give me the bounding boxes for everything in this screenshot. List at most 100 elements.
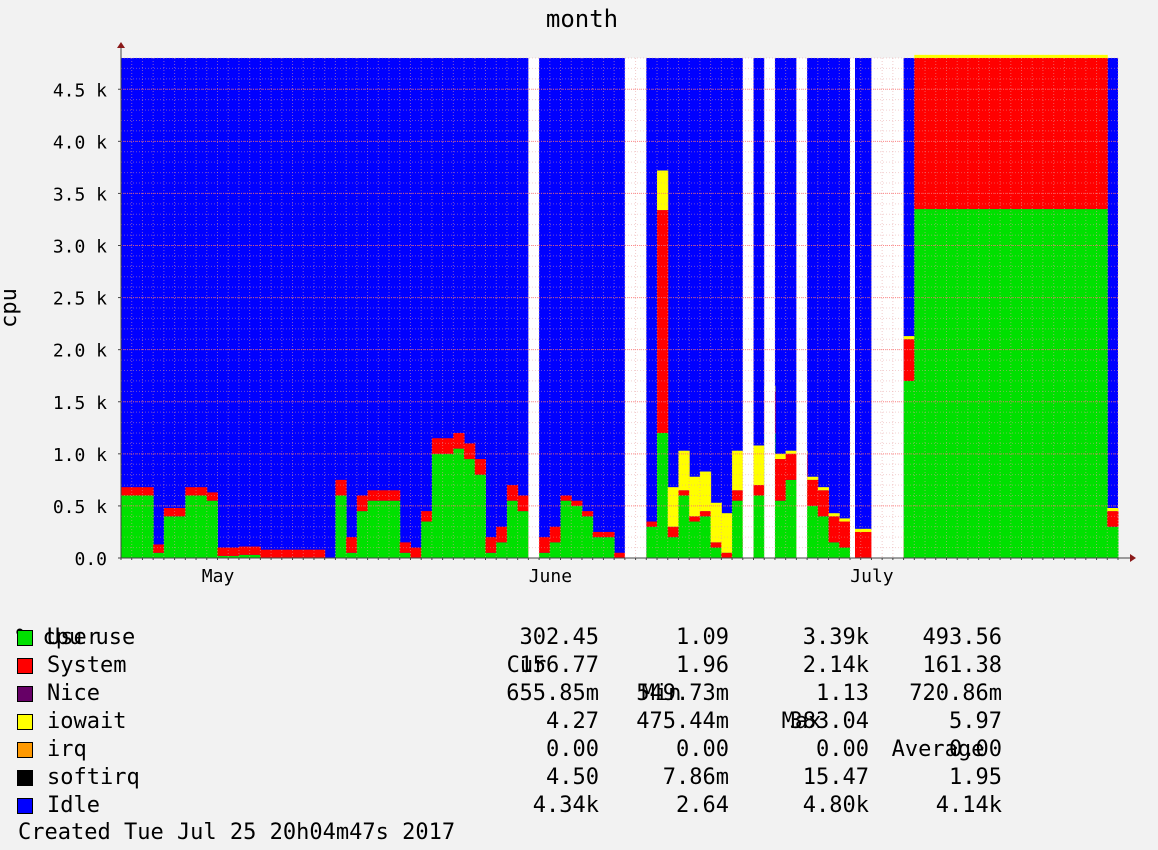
system-bar xyxy=(941,58,947,210)
user-bar xyxy=(222,555,229,558)
axis-ticks: 0.0 0.5 k 1.0 k 1.5 k 2.0 k 2.5 k 3.0 k 3.5 k 4.… xyxy=(53,42,1136,587)
system-bar xyxy=(480,459,486,475)
system-bar xyxy=(544,537,551,553)
user-bar xyxy=(1037,209,1044,558)
legend-max: 0.00 xyxy=(816,737,869,762)
user-bar xyxy=(158,552,165,558)
system-bar xyxy=(662,210,669,433)
user-bar xyxy=(962,209,969,558)
legend-swatch xyxy=(17,686,33,702)
x-tick-label: June xyxy=(529,566,572,587)
data-gap xyxy=(742,58,754,558)
system-bar xyxy=(308,549,315,558)
user-bar xyxy=(919,209,926,558)
iowait-bar xyxy=(1080,54,1087,58)
user-bar xyxy=(608,537,615,558)
user-bar xyxy=(512,500,519,558)
iowait-bar xyxy=(860,528,867,532)
system-bar xyxy=(238,546,245,555)
iowait-bar xyxy=(930,54,937,58)
system-bar xyxy=(319,549,326,558)
legend-cur: 302.45 xyxy=(519,625,599,650)
iowait-bar xyxy=(1069,54,1076,58)
y-tick-label: 3.0 k xyxy=(53,237,107,258)
system-bar xyxy=(415,547,422,558)
system-bar xyxy=(421,511,428,522)
system-bar xyxy=(1096,58,1103,210)
user-bar xyxy=(185,495,192,558)
system-bar xyxy=(651,521,658,527)
system-bar xyxy=(571,500,578,506)
user-bar xyxy=(351,552,358,558)
user-bar xyxy=(753,495,760,558)
iowait-bar xyxy=(1005,54,1012,58)
system-bar xyxy=(753,485,760,496)
system-bar xyxy=(673,526,679,538)
user-bar xyxy=(662,433,669,558)
header-max: Max xyxy=(781,709,822,734)
iowait-bar xyxy=(1037,54,1044,58)
system-bar xyxy=(378,490,385,501)
system-bar xyxy=(646,521,653,527)
legend-min: 0.00 xyxy=(676,737,729,762)
iowait-bar xyxy=(807,476,813,480)
system-bar xyxy=(732,490,738,501)
iowait-bar xyxy=(699,471,706,512)
legend-min: 1.09 xyxy=(676,625,729,650)
iowait-bar xyxy=(1048,54,1055,58)
system-bar xyxy=(1042,58,1049,210)
iowait-bar xyxy=(978,54,985,58)
user-bar xyxy=(603,537,610,558)
user-bar xyxy=(405,552,411,558)
user-bar xyxy=(967,209,974,558)
legend-avg: 4.14k xyxy=(935,793,1002,818)
system-bar xyxy=(190,487,197,496)
system-bar xyxy=(539,537,545,553)
system-bar xyxy=(565,495,572,501)
user-bar xyxy=(651,526,658,558)
user-bar xyxy=(560,500,567,558)
iowait-bar xyxy=(941,54,947,58)
system-bar xyxy=(726,552,733,558)
legend-avg: 1.95 xyxy=(949,765,1002,790)
user-bar xyxy=(1042,209,1049,558)
iowait-bar xyxy=(694,476,701,517)
system-bar xyxy=(297,549,304,558)
user-bar xyxy=(1112,526,1119,558)
iowait-bar xyxy=(1059,54,1065,58)
user-bar xyxy=(710,547,717,558)
iowait-bar xyxy=(715,502,722,543)
system-bar xyxy=(817,490,824,517)
user-bar xyxy=(458,448,465,558)
legend-max: 383.04 xyxy=(789,709,869,734)
system-bar xyxy=(405,542,411,553)
user-bar xyxy=(233,555,240,558)
system-bar xyxy=(657,210,663,433)
user-bar xyxy=(378,500,385,558)
system-bar xyxy=(812,479,819,506)
user-bar xyxy=(153,552,160,558)
user-bar xyxy=(683,495,690,558)
user-bar xyxy=(908,380,915,558)
user-bar xyxy=(1096,209,1103,558)
user-bar xyxy=(1101,209,1108,558)
user-bar xyxy=(346,552,352,558)
iowait-bar xyxy=(828,513,835,517)
user-bar xyxy=(539,552,545,558)
system-bar xyxy=(667,526,674,538)
iowait-bar xyxy=(1107,508,1114,512)
system-bar xyxy=(217,547,224,556)
iowait-bar xyxy=(951,54,958,58)
iowait-bar xyxy=(817,487,824,491)
system-bar xyxy=(839,521,846,548)
system-bar xyxy=(174,508,181,517)
system-bar xyxy=(1080,58,1087,210)
system-bar xyxy=(222,547,229,556)
system-bar xyxy=(447,438,454,454)
user-bar xyxy=(699,516,706,558)
system-bar xyxy=(1016,58,1023,210)
system-bar xyxy=(973,58,980,210)
system-bar xyxy=(517,495,524,512)
legend-min: 1.96 xyxy=(676,653,729,678)
system-bar xyxy=(201,487,208,496)
